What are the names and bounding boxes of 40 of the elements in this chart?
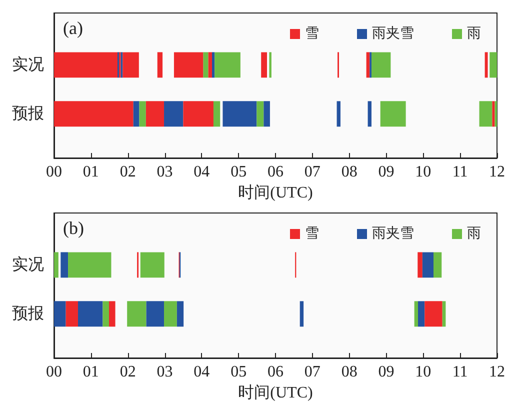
x-tick-label: 02 [120,164,136,180]
x-tick-label: 07 [304,364,320,380]
legend-label: 雨 [467,226,481,242]
chart-title: (b) [63,218,84,238]
x-tick-label: 08 [341,364,358,380]
y-tick-label: 实况 [12,55,44,74]
x-tick-label: 00 [46,364,62,380]
y-tick-label: 预报 [12,105,44,122]
x-tick-label: 02 [120,364,136,380]
x-tick-label: 03 [156,164,173,180]
x-tick-label: 10 [415,364,432,380]
legend-label: 雨夹雪 [372,26,414,42]
x-tick-label: 01 [82,364,99,380]
x-tick-label: 12 [489,164,505,180]
y-tick-label: 实况 [12,255,44,274]
legend-label: 雪 [305,226,319,242]
x-tick-label: 01 [82,164,99,180]
chart-title: (a) [63,18,83,38]
x-tick-label: 10 [415,164,432,180]
x-tick-label: 11 [452,364,468,380]
x-tick-label: 04 [194,164,210,180]
x-tick-label: 09 [378,364,394,380]
legend-label: 雨 [467,26,481,42]
x-tick-label: 03 [156,364,173,380]
x-tick-label: 04 [194,364,210,380]
legend-label: 雪 [305,26,319,42]
x-tick-label: 09 [378,164,394,180]
x-tick-label: 08 [341,164,358,180]
x-axis-title: 时间(UTC) [238,383,313,402]
x-tick-label: 07 [304,164,320,180]
x-axis-title: 时间(UTC) [238,183,313,202]
x-tick-label: 00 [46,164,62,180]
x-tick-label: 11 [452,164,468,180]
x-tick-label: 05 [230,364,247,380]
x-tick-label: 06 [268,164,284,180]
x-tick-label: 06 [268,364,284,380]
y-tick-label: 预报 [12,305,44,322]
x-tick-label: 12 [489,364,505,380]
x-tick-label: 05 [230,164,247,180]
legend-label: 雨夹雪 [372,226,414,242]
